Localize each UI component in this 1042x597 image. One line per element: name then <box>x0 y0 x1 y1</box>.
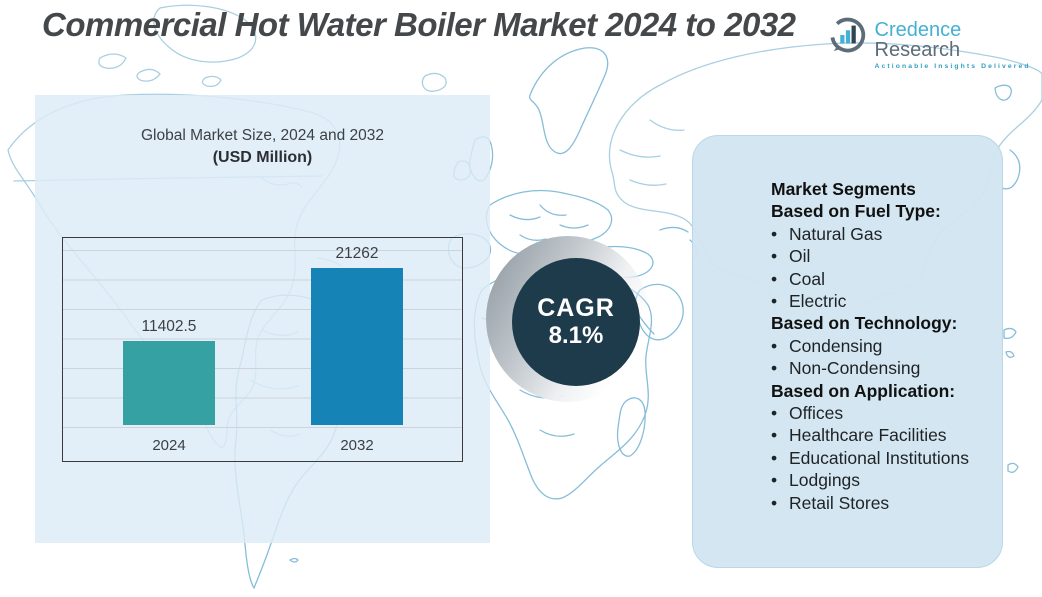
segment-heading: Based on Technology: <box>771 313 958 334</box>
bar-2024 <box>123 341 215 425</box>
logo-text-block: Credence Research Actionable Insights De… <box>875 14 1042 70</box>
segment-item: • Offices <box>771 402 988 424</box>
map-landmass <box>201 75 222 88</box>
map-landmass <box>528 47 609 155</box>
logo-wordmark: Credence Research <box>875 20 1042 60</box>
segment-item-label: Non-Condensing <box>789 358 921 379</box>
map-landmass <box>98 53 127 69</box>
bar-value-label: 11402.5 <box>141 318 197 335</box>
bullet-icon: • <box>771 358 778 379</box>
map-landmass <box>1007 462 1019 473</box>
map-landmass <box>421 72 447 92</box>
bullet-icon: • <box>771 268 778 289</box>
credence-research-logo: Credence Research Actionable Insights De… <box>828 14 1042 70</box>
segment-item: • Retail Stores <box>771 492 988 514</box>
map-landmass <box>616 397 646 457</box>
bullet-icon: • <box>771 470 778 491</box>
bullet-icon: • <box>771 335 778 356</box>
chart-subtitle: (USD Million) <box>212 149 313 166</box>
segment-item-label: Educational Institutions <box>789 447 969 468</box>
bars-layer: 11402.5 2024 21262 2032 <box>63 238 462 461</box>
segment-item: • Natural Gas <box>771 223 988 245</box>
map-landmass <box>1003 327 1017 340</box>
map-border-line <box>619 149 661 158</box>
segment-item-label: Oil <box>789 246 811 267</box>
segment-item-label: Coal <box>789 268 825 289</box>
bar-chart-logo-icon <box>830 17 866 53</box>
segment-item-label: Condensing <box>789 335 883 356</box>
segment-heading: Based on Fuel Type: <box>771 201 941 222</box>
bar-chart: 11402.5 2024 21262 2032 <box>62 237 463 462</box>
logo-brand-primary: Credence <box>874 19 962 41</box>
segment-item-label: Healthcare Facilities <box>789 425 947 446</box>
bullet-icon: • <box>771 492 778 513</box>
bar-group: 11402.5 <box>123 318 215 425</box>
cagr-label: CAGR <box>537 294 615 322</box>
x-axis-label: 2032 <box>340 437 374 454</box>
segment-item: • Condensing <box>771 335 988 357</box>
map-landmass <box>994 84 1012 101</box>
cagr-value: 8.1% <box>548 322 604 349</box>
bar-value-label: 21262 <box>335 245 379 262</box>
map-landmass <box>153 4 257 63</box>
bar-2032 <box>311 268 403 425</box>
map-border-line <box>539 204 567 216</box>
segment-item-label: Lodgings <box>789 470 861 491</box>
segments-list: Based on Fuel Type: • Natural Gas • Oil • Coal… <box>771 200 988 514</box>
market-segments-panel: Market Segments Based on Fuel Type: • Natu… <box>692 135 1003 568</box>
map-border-line <box>659 226 689 233</box>
segment-item: • Electric <box>771 290 988 312</box>
segment-item-label: Electric <box>789 291 847 312</box>
segment-item: • Coal <box>771 268 988 290</box>
cagr-badge: CAGR 8.1% <box>512 258 640 386</box>
map-landmass <box>136 68 161 82</box>
segment-heading: Based on Application: <box>771 380 956 401</box>
segment-item: • Lodgings <box>771 469 988 491</box>
map-landmass <box>1005 350 1015 358</box>
map-border-line <box>509 214 541 221</box>
segments-title: Market Segments <box>771 179 916 199</box>
bullet-icon: • <box>771 246 778 267</box>
page-title: Commercial Hot Water Boiler Market 2024 … <box>42 6 796 43</box>
bullet-icon: • <box>771 223 778 244</box>
segments-content: Market Segments Based on Fuel Type: • Natu… <box>693 136 1002 514</box>
map-border-line <box>629 179 667 186</box>
chart-title: Global Market Size, 2024 and 2032 <box>141 127 384 144</box>
x-axis-label: 2024 <box>152 437 186 454</box>
logo-brand-secondary: Research <box>874 39 961 61</box>
map-landmass <box>289 557 299 563</box>
bar-group: 21262 <box>311 245 403 425</box>
bullet-icon: • <box>771 425 778 446</box>
segment-item-label: Retail Stores <box>789 492 890 513</box>
logo-tagline: Actionable Insights Delivered <box>874 63 1031 70</box>
segment-item-label: Natural Gas <box>789 223 883 244</box>
map-landmass <box>485 189 613 255</box>
segment-item: • Healthcare Facilities <box>771 424 988 446</box>
map-landmass <box>1001 149 1021 190</box>
bullet-icon: • <box>771 447 778 468</box>
segment-item-label: Offices <box>789 403 844 424</box>
segment-item: • Educational Institutions <box>771 447 988 469</box>
map-border-line <box>559 224 589 229</box>
bullet-icon: • <box>771 403 778 424</box>
map-border-line <box>649 119 685 131</box>
segment-item: • Oil <box>771 245 988 267</box>
map-border-line <box>539 429 575 437</box>
bullet-icon: • <box>771 291 778 312</box>
segment-item: • Non-Condensing <box>771 357 988 379</box>
